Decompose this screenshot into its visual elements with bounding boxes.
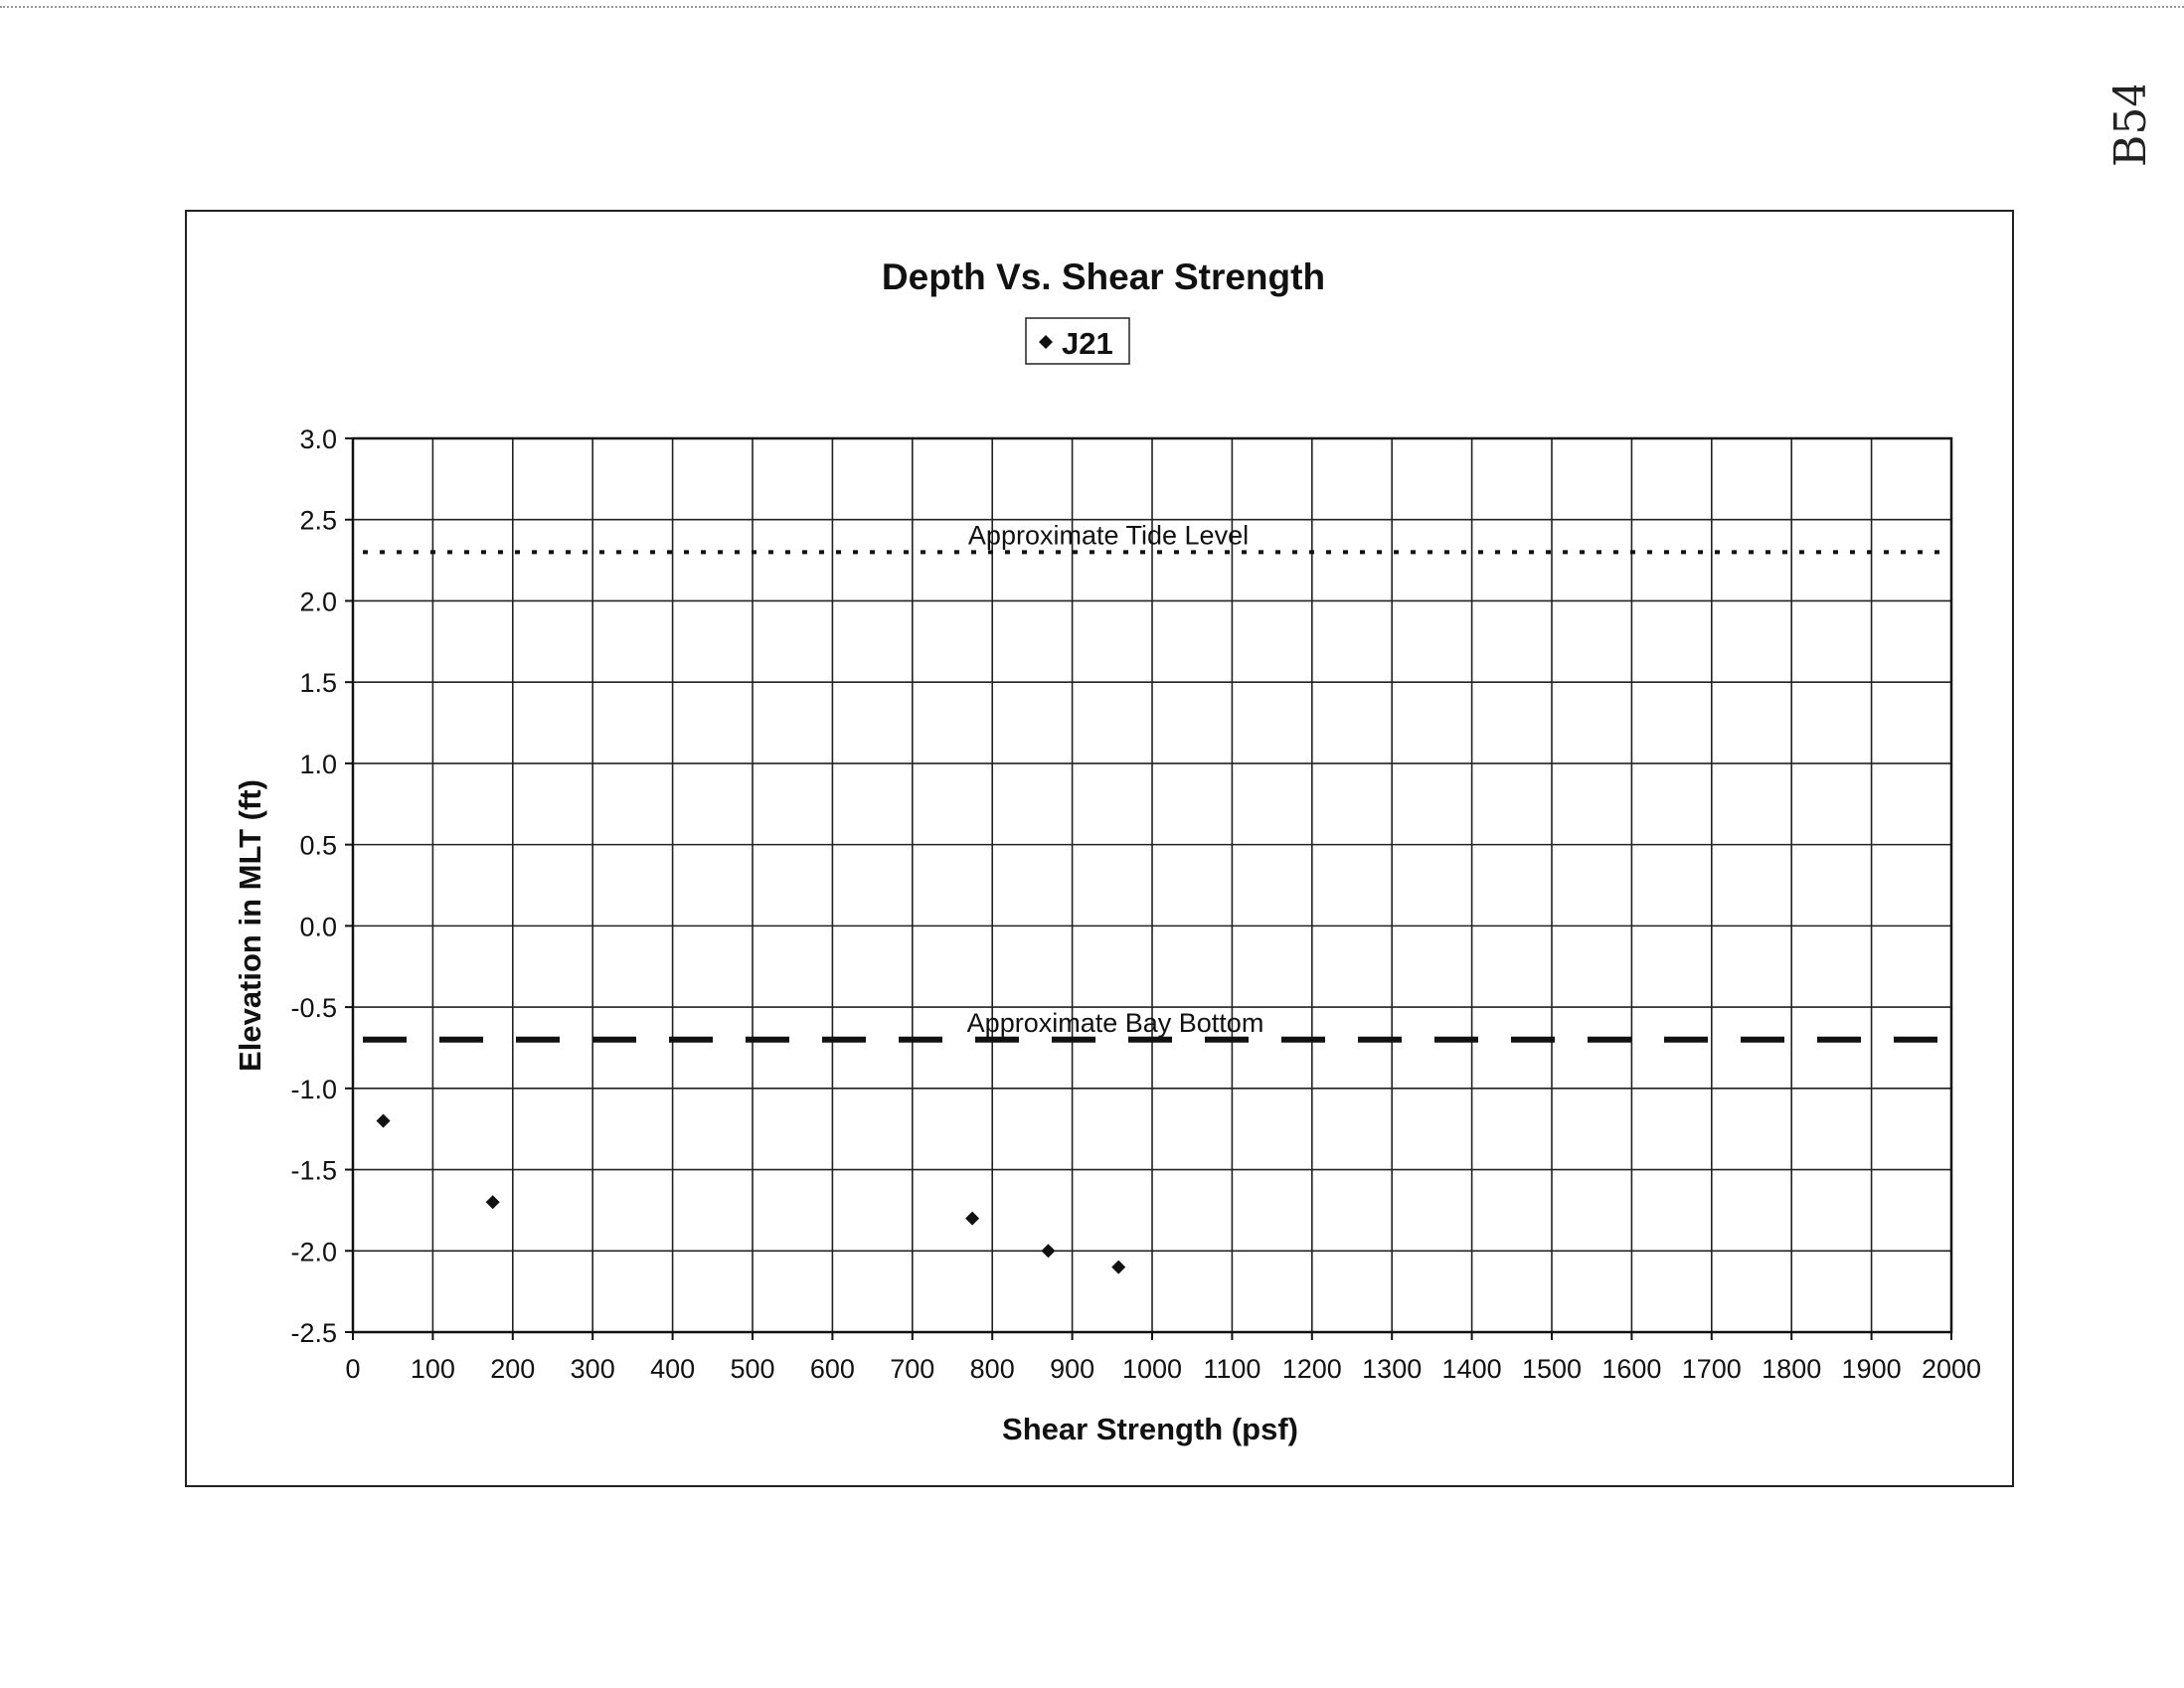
x-tick-label: 100 (411, 1354, 455, 1384)
y-tick-label: -0.5 (290, 993, 337, 1023)
x-tick-label: 200 (490, 1354, 535, 1384)
x-axis-label: Shear Strength (psf) (1002, 1412, 1298, 1446)
x-tick-label: 900 (1050, 1354, 1094, 1384)
y-tick-label: 0.0 (299, 912, 337, 941)
legend-marker-icon (1039, 335, 1053, 349)
x-tick-label: 0 (345, 1354, 360, 1384)
x-tick-label: 1500 (1522, 1354, 1582, 1384)
data-point (965, 1211, 980, 1226)
y-tick-label: 2.0 (299, 587, 337, 616)
x-tick-label: 1300 (1362, 1354, 1422, 1384)
x-tick-label: 1900 (1842, 1354, 1902, 1384)
x-tick-label: 2000 (1922, 1354, 1981, 1384)
x-tick-label: 700 (890, 1354, 934, 1384)
scan-top-edge (0, 0, 2184, 8)
x-tick-label: 1100 (1203, 1354, 1260, 1384)
y-tick-label: 0.5 (299, 831, 337, 861)
y-tick-label: -2.0 (290, 1237, 337, 1266)
bay-bottom-label: Approximate Bay Bottom (967, 1008, 1264, 1038)
data-point (1041, 1244, 1056, 1259)
y-tick-label: 1.5 (299, 668, 337, 698)
legend: J21 (1025, 317, 1130, 365)
x-tick-label: 300 (571, 1354, 615, 1384)
x-tick-label: 500 (730, 1354, 774, 1384)
page-mark-text: B54 (2105, 85, 2156, 167)
y-tick-label: -1.5 (290, 1156, 337, 1186)
x-tick-label: 1400 (1442, 1354, 1502, 1384)
y-tick-label: 2.5 (299, 506, 337, 536)
y-tick-label: 3.0 (299, 424, 337, 454)
y-tick-label: 1.0 (299, 750, 337, 779)
data-point (376, 1113, 391, 1128)
x-tick-label: 1800 (1762, 1354, 1821, 1384)
y-axis-label: Elevation in MLT (ft) (233, 779, 267, 1072)
x-tick-label: 400 (650, 1354, 695, 1384)
x-tick-label: 600 (810, 1354, 855, 1384)
x-tick-label: 1000 (1122, 1354, 1182, 1384)
x-tick-label: 800 (970, 1354, 1015, 1384)
x-tick-label: 1600 (1601, 1354, 1661, 1384)
data-point (1111, 1260, 1126, 1274)
scatter-chart: Depth Vs. Shear Strength J21 0 100 200 300 4… (233, 256, 1981, 1446)
x-tick-label: 1200 (1282, 1354, 1342, 1384)
chart-frame: Depth Vs. Shear Strength J21 0 100 200 300 4… (185, 210, 2014, 1487)
chart-title: Depth Vs. Shear Strength (882, 256, 1325, 297)
y-tick-label: -2.5 (290, 1318, 337, 1348)
plot-area: 0 100 200 300 400 500 600 700 800 900 1000 1100 1200… (290, 424, 1981, 1384)
tide-level-label: Approximate Tide Level (968, 520, 1249, 550)
y-tick-label: -1.0 (290, 1075, 337, 1104)
legend-label: J21 (1062, 326, 1113, 361)
data-point (485, 1195, 500, 1210)
x-tick-label: 1700 (1682, 1354, 1742, 1384)
handwritten-page-mark: B54 (2105, 85, 2156, 167)
